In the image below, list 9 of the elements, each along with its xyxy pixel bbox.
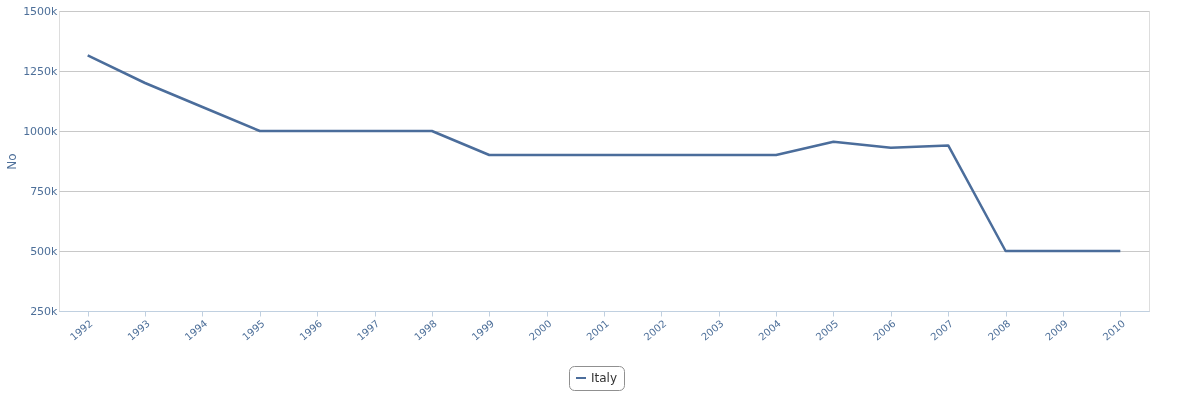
y-tick-label: 500k — [30, 244, 59, 258]
y-tick-label: 1250k — [23, 64, 59, 78]
y-tick-label: 1500k — [23, 4, 59, 18]
y-tick-label: 250k — [30, 304, 59, 318]
y-tick-label: 750k — [30, 184, 59, 198]
line-series — [86, 54, 1122, 253]
y-tick-label: 1000k — [23, 124, 59, 138]
y-axis-title: No — [5, 153, 20, 170]
legend-label: Italy — [591, 371, 618, 385]
